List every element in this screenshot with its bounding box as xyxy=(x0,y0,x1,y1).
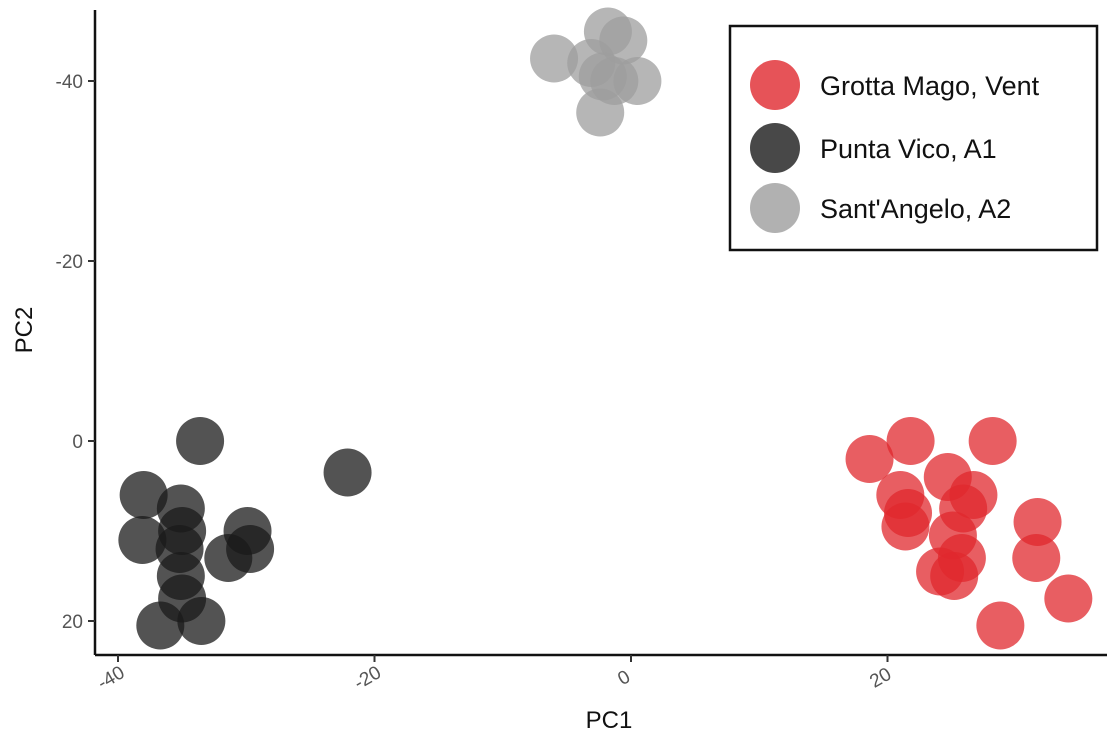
data-point xyxy=(176,417,225,465)
data-point xyxy=(845,435,894,483)
data-point xyxy=(968,417,1017,465)
data-point xyxy=(323,448,372,497)
y-tick-label: 20 xyxy=(62,612,83,633)
data-point xyxy=(119,471,168,519)
series-2 xyxy=(530,7,662,137)
data-points xyxy=(118,7,1093,650)
data-point xyxy=(177,597,226,645)
data-point xyxy=(530,34,579,83)
data-point xyxy=(1012,534,1061,582)
legend-swatch-sant-angelo xyxy=(750,183,800,233)
legend-label-punta-vico: Punta Vico, A1 xyxy=(820,134,997,164)
legend-swatch-punta-vico xyxy=(750,123,800,173)
data-point xyxy=(881,502,930,551)
data-point xyxy=(136,601,185,650)
data-point xyxy=(1013,498,1062,546)
x-tick-label: 20 xyxy=(866,664,895,693)
x-tick-label: -40 xyxy=(94,662,128,694)
series-0 xyxy=(845,417,1093,650)
y-axis-title: PC2 xyxy=(11,307,38,354)
x-tick-label: 0 xyxy=(614,666,634,689)
plot-area xyxy=(93,10,1107,657)
legend: Grotta Mago, Vent Punta Vico, A1 Sant'An… xyxy=(728,24,1099,252)
legend-swatch-grotta-mago xyxy=(750,60,800,110)
series-1 xyxy=(118,417,372,650)
y-tick-label: -20 xyxy=(56,252,83,273)
data-point xyxy=(204,534,253,582)
data-point xyxy=(613,57,662,105)
legend-label-sant-angelo: Sant'Angelo, A2 xyxy=(820,194,1011,224)
x-axis-ticks: -40 -20 0 20 xyxy=(94,655,895,694)
data-point xyxy=(930,552,979,600)
legend-label-grotta-mago: Grotta Mago, Vent xyxy=(820,71,1040,101)
data-point xyxy=(886,417,935,465)
x-tick-label: -20 xyxy=(351,662,385,694)
y-tick-label: 0 xyxy=(72,432,83,453)
data-point xyxy=(976,601,1025,650)
y-axis-ticks: -40 -20 0 20 xyxy=(56,72,95,633)
data-point xyxy=(1044,574,1093,623)
data-point xyxy=(576,88,625,137)
y-tick-label: -40 xyxy=(56,72,83,93)
x-axis-title: PC1 xyxy=(586,707,633,734)
data-point xyxy=(118,516,167,564)
